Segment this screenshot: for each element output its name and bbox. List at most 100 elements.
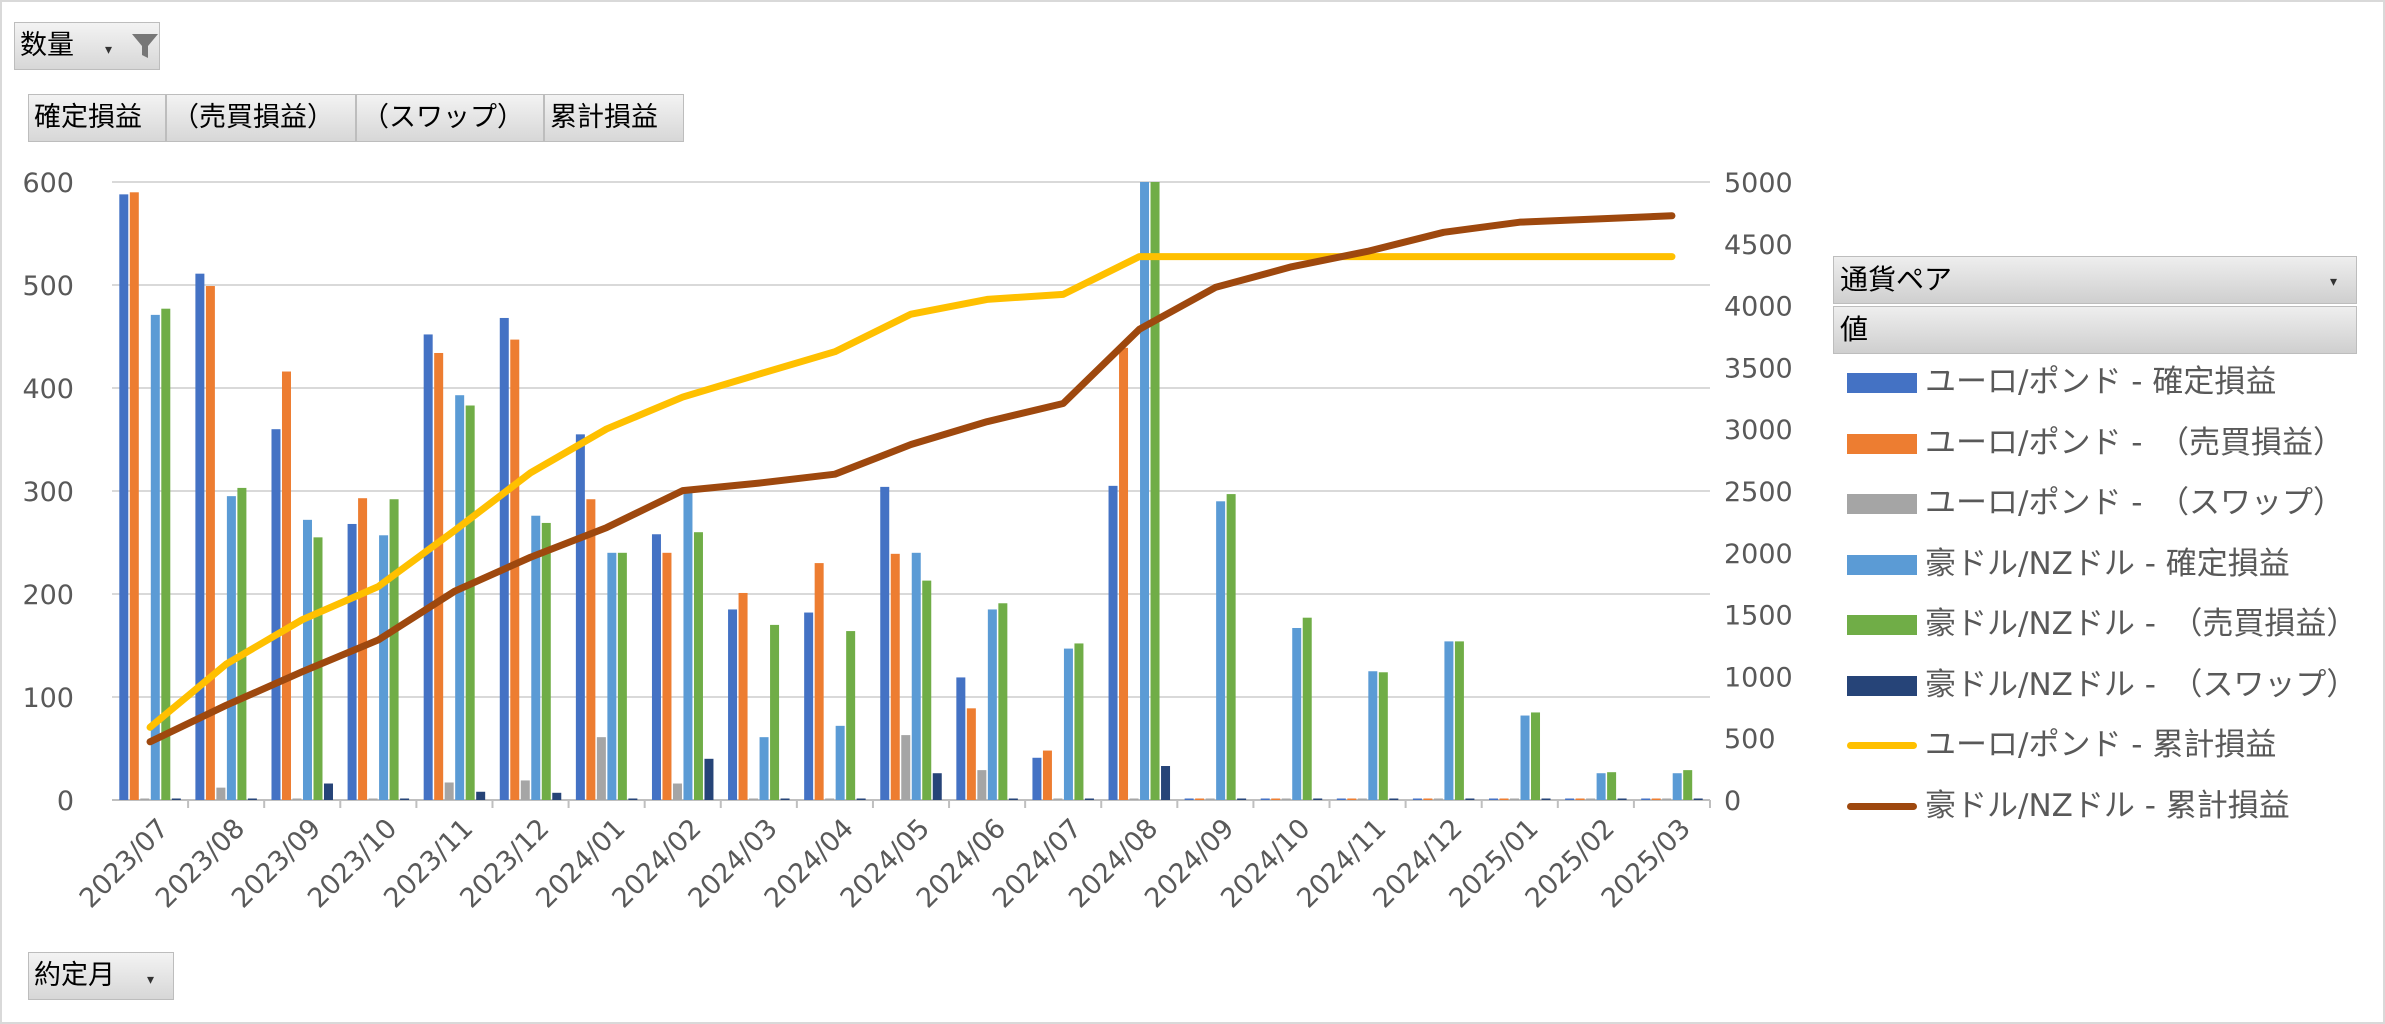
bar <box>1683 770 1693 800</box>
legend-swatch <box>1847 742 1917 749</box>
left-axis-tick-label: 100 <box>22 683 74 714</box>
bar <box>520 780 530 800</box>
left-axis-tick-label: 400 <box>22 374 74 405</box>
legend-swatch <box>1847 494 1917 514</box>
bar <box>1389 798 1399 800</box>
bar <box>1368 671 1378 800</box>
legend-swatch <box>1847 433 1917 454</box>
column-field-button-trading[interactable]: （売買損益） <box>166 94 356 142</box>
bar <box>662 552 672 800</box>
legend-label: ユーロ/ポンド - （スワップ） <box>1925 485 2344 521</box>
bar <box>161 308 171 800</box>
bar <box>1074 643 1084 800</box>
bar <box>389 499 399 800</box>
legend-swatch <box>1847 554 1917 575</box>
bar <box>171 798 181 800</box>
series-line <box>146 212 1676 746</box>
bar <box>738 592 748 800</box>
bar <box>987 609 997 800</box>
bar <box>1063 648 1073 800</box>
legend-field-button[interactable]: 通貨ペア ▾ <box>1833 256 2357 304</box>
bar <box>1575 798 1585 800</box>
bar <box>1205 798 1215 800</box>
bar <box>575 434 585 800</box>
column-field-button-swap[interactable]: （スワップ） <box>356 94 544 142</box>
column-field-button-cumulative[interactable]: 累計損益 <box>544 94 684 142</box>
bar <box>846 631 856 800</box>
bar <box>302 519 312 800</box>
bar <box>966 708 976 800</box>
bar <box>1336 798 1346 800</box>
bar <box>1292 627 1302 800</box>
bar <box>1541 798 1551 800</box>
bar <box>1489 798 1499 800</box>
right-axis-tick-label: 2000 <box>1724 539 1793 570</box>
bar <box>1444 641 1454 800</box>
left-axis-tick-label: 300 <box>22 477 74 508</box>
bar <box>1260 798 1270 800</box>
bar <box>1617 798 1627 800</box>
bar <box>693 532 703 800</box>
bar <box>672 783 682 800</box>
bar <box>205 286 215 800</box>
bar <box>1693 798 1703 800</box>
right-axis-tick-label: 4000 <box>1724 292 1793 323</box>
bar <box>1053 798 1063 800</box>
bar <box>651 534 661 800</box>
legend-values-label: 値 <box>1840 313 1869 346</box>
bar <box>1216 501 1226 800</box>
bar <box>1281 798 1291 800</box>
bar <box>1226 494 1236 800</box>
bar <box>1531 712 1541 800</box>
bar <box>704 758 714 800</box>
column-field-button-realized[interactable]: 確定損益 <box>28 94 166 142</box>
bar <box>531 515 541 800</box>
bar <box>271 429 281 800</box>
bar <box>1423 798 1433 800</box>
bar <box>1662 798 1672 800</box>
bar <box>1641 798 1651 800</box>
bar <box>237 487 247 800</box>
bar <box>1651 798 1661 800</box>
bar <box>1499 798 1509 800</box>
bar <box>922 580 932 800</box>
value-field-button[interactable]: 数量 ▾ <box>14 22 160 70</box>
bar <box>1465 798 1475 800</box>
bar <box>129 192 139 801</box>
bar <box>1433 798 1443 800</box>
bar <box>292 798 302 800</box>
left-axis-tick-label: 600 <box>22 168 74 199</box>
bar <box>1586 798 1596 800</box>
bar <box>1565 798 1575 800</box>
bar <box>1520 715 1530 800</box>
bar <box>1378 672 1388 800</box>
legend-swatch <box>1847 373 1917 393</box>
bar <box>890 553 900 800</box>
bar <box>423 334 433 800</box>
bar <box>825 798 835 800</box>
bar <box>586 499 596 800</box>
bar <box>759 737 769 800</box>
bar <box>1454 641 1464 800</box>
right-axis-tick-label: 0 <box>1724 786 1741 817</box>
bar <box>932 773 942 800</box>
bar <box>1119 347 1129 800</box>
bar <box>1357 798 1367 800</box>
bar <box>1184 798 1194 800</box>
row-field-button[interactable]: 約定月 ▾ <box>28 952 174 1000</box>
bar <box>499 317 509 800</box>
right-axis-tick-label: 4500 <box>1724 230 1793 261</box>
bar <box>1510 798 1520 800</box>
legend-label: ユーロ/ポンド - 確定損益 <box>1925 364 2277 400</box>
bar <box>1129 798 1139 800</box>
legend-values-header: 値 <box>1833 306 2357 354</box>
series-line <box>146 253 1676 731</box>
bar <box>977 770 987 800</box>
legend-swatch <box>1847 615 1917 635</box>
bar <box>1313 798 1323 800</box>
legend-swatch <box>1847 675 1917 696</box>
dropdown-arrow-icon: ▾ <box>147 972 155 988</box>
bar <box>434 352 444 800</box>
bar <box>596 737 606 800</box>
